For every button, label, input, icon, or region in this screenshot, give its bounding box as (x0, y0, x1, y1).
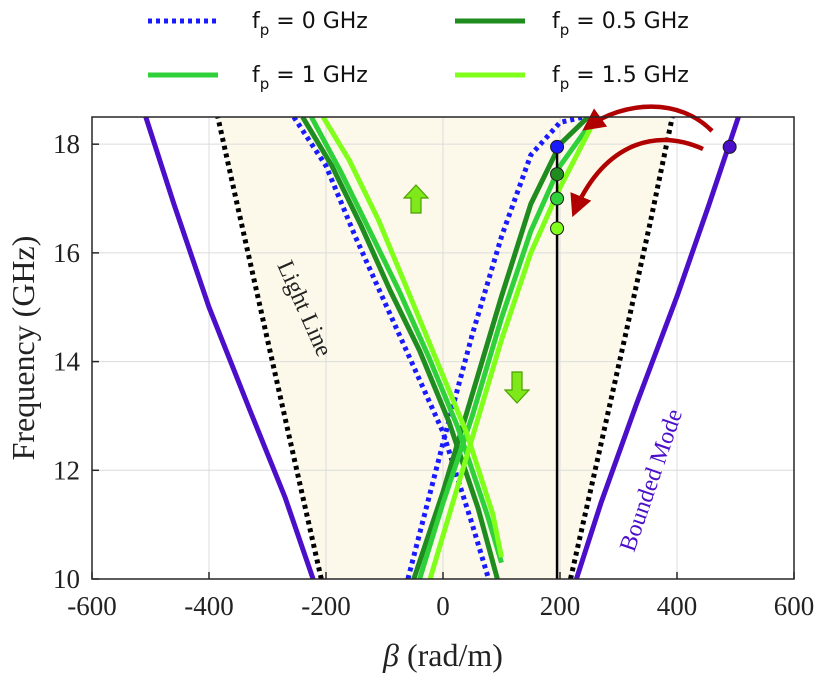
x-axis-title: β (rad/m) (382, 637, 503, 673)
up-arrow-icon (402, 184, 430, 214)
x-tick-label: 0 (436, 591, 450, 621)
series-line-light (215, 117, 324, 579)
legend-entry-fp15: fp = 1.5 GHz (455, 63, 689, 93)
series-line-fp15 (320, 117, 504, 558)
marker-layer (550, 139, 737, 236)
red-curved-arrow-upper (582, 104, 714, 133)
y-axis-title: Frequency (GHz) (5, 236, 41, 461)
series-line-light (568, 117, 675, 579)
tick-layer: -600 -400 -200 0 200 400 600 10 12 14 16 18 (53, 129, 814, 621)
down-arrow-icon (503, 371, 531, 404)
marker-fp05 (550, 167, 565, 182)
legend-label-fp15: fp = 1.5 GHz (552, 63, 689, 93)
series-line-fp1 (417, 117, 598, 579)
series-line-fp0 (291, 117, 491, 579)
series-line-bounded (574, 117, 741, 579)
x-tick-label: -600 (67, 591, 117, 621)
marker-fp0 (550, 139, 565, 154)
legend-entry-fp0: fp = 0 GHz (148, 9, 368, 39)
x-tick-label: -200 (301, 591, 351, 621)
x-tick-label: 600 (774, 591, 815, 621)
y-tick-label: 10 (53, 564, 80, 594)
series-line-fp0 (405, 117, 584, 579)
series-line-fp15 (427, 117, 599, 579)
legend-entry-fp05: fp = 0.5 GHz (455, 9, 689, 39)
x-tick-label: 400 (657, 591, 698, 621)
marker-fp1 (550, 191, 565, 206)
y-tick-label: 14 (53, 347, 81, 377)
grid (92, 117, 794, 579)
x-tick-label: -400 (184, 591, 234, 621)
series-line-fp05 (300, 117, 500, 579)
legend: fp = 0 GHz fp = 0.5 GHz fp = 1 GHz fp = … (148, 9, 689, 93)
series-layer (143, 117, 741, 579)
series-line-bounded (143, 117, 316, 579)
marker-fp15 (550, 221, 565, 236)
y-tick-label: 12 (53, 455, 80, 485)
y-tick-label: 16 (53, 238, 80, 268)
legend-label-fp05: fp = 0.5 GHz (552, 9, 689, 39)
y-tick-label: 18 (53, 129, 80, 159)
legend-entry-fp1: fp = 1 GHz (148, 63, 368, 93)
legend-label-fp1: fp = 1 GHz (252, 63, 368, 93)
marker-bounded (722, 139, 737, 154)
legend-label-fp0: fp = 0 GHz (252, 9, 368, 39)
red-curved-arrow-lower (570, 137, 704, 218)
series-line-fp1 (309, 117, 504, 564)
x-tick-label: 200 (540, 591, 581, 621)
